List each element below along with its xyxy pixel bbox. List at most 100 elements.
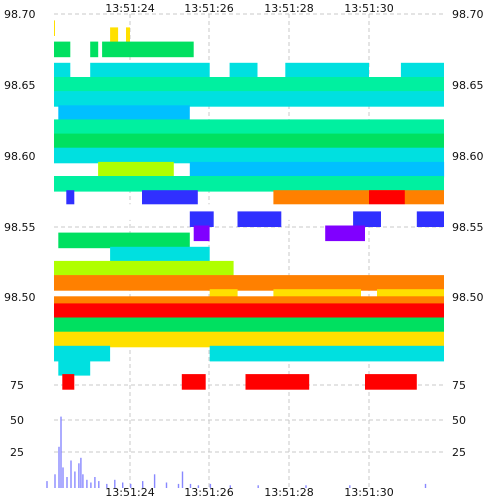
right-y-tick-4: 98.50 <box>452 291 484 304</box>
volume-bar-1 <box>54 474 56 488</box>
heatmap-cell-9-0 <box>54 147 444 164</box>
volume-bar-29 <box>305 485 307 488</box>
bottom-x-tick-1: 13:51:26 <box>184 486 233 499</box>
volume-bar-31 <box>424 483 427 488</box>
heatmap-cell-1-1 <box>126 27 130 43</box>
volume-bar-3 <box>60 416 62 488</box>
left-y-tick-labels: 98.70 98.65 98.60 98.55 98.50 <box>4 8 36 304</box>
heatmap-cell-10-0 <box>98 161 174 178</box>
heatmap-cell-3-0 <box>54 62 71 79</box>
heatmap-cell-30-3 <box>365 374 417 390</box>
heatmap-cell-27-0 <box>54 331 444 348</box>
heatmap-cell-30-1 <box>181 374 206 390</box>
left-y-tick-2: 98.60 <box>4 150 36 163</box>
heatmap-cell-21-0 <box>54 260 234 277</box>
volume-left-tick-1: 50 <box>10 414 24 427</box>
heatmap-cell-17-2 <box>353 211 381 227</box>
heatmap-cell-7-0 <box>54 119 444 135</box>
volume-bar-0 <box>46 481 48 488</box>
top-x-tick-labels: 13:51:24 13:51:26 13:51:28 13:51:30 <box>105 2 393 15</box>
heatmap-cell-3-1 <box>90 62 210 79</box>
heatmap-cell-30-0 <box>62 374 75 390</box>
right-y-tick-3: 98.55 <box>452 221 484 234</box>
heatmap-cell-3-4 <box>400 62 444 79</box>
heatmap-cell-26-0 <box>54 317 444 334</box>
heatmap-cell-8-0 <box>54 133 444 150</box>
heatmap-cell-12-0 <box>54 176 444 192</box>
volume-bar-28 <box>257 485 259 488</box>
volume-bar-6 <box>70 460 72 488</box>
heatmap-cell-6-0 <box>58 105 190 121</box>
right-y-tick-labels: 98.70 98.65 98.60 98.55 98.50 <box>452 8 484 304</box>
volume-bar-25 <box>197 485 200 488</box>
volume-bar-7 <box>74 471 76 488</box>
heatmap-cell-14-0 <box>273 190 444 206</box>
top-x-tick-2: 13:51:28 <box>264 2 313 15</box>
heatmap-cell-4-0 <box>54 77 444 93</box>
volume-bar-4 <box>62 467 64 488</box>
volume-bar-12 <box>90 482 92 488</box>
heatmap-cell-13-0 <box>66 190 75 206</box>
left-y-tick-3: 98.55 <box>4 221 36 234</box>
volume-bar-2 <box>58 446 60 488</box>
bottom-x-tick-labels: 13:51:24 13:51:26 13:51:28 13:51:30 <box>105 486 393 499</box>
volume-right-tick-0: 75 <box>452 379 466 392</box>
volume-bar-5 <box>66 477 68 488</box>
right-y-tick-0: 98.70 <box>452 8 484 21</box>
volume-bar-14 <box>98 481 100 488</box>
top-x-tick-0: 13:51:24 <box>105 2 154 15</box>
heatmap-cell-30-2 <box>245 374 310 390</box>
top-x-tick-3: 13:51:30 <box>344 2 393 15</box>
heatmap-cell-11-0 <box>189 161 445 178</box>
volume-bar-22 <box>177 483 180 488</box>
heatmap-cell-18-0 <box>193 225 210 242</box>
heatmap-cell-1-0 <box>110 27 119 43</box>
bottom-x-tick-2: 13:51:28 <box>264 486 313 499</box>
volume-bar-13 <box>94 477 96 488</box>
heatmap-cell-29-0 <box>58 360 91 376</box>
volume-bar-18 <box>130 483 132 488</box>
volume-bar-30 <box>349 485 351 488</box>
volume-bar-20 <box>153 474 156 488</box>
volume-bar-21 <box>165 482 168 488</box>
heatmap-cells <box>54 20 445 390</box>
volume-right-tick-2: 25 <box>452 446 466 459</box>
volume-bar-15 <box>106 483 108 488</box>
heatmap-cell-28-1 <box>209 345 444 362</box>
heatmap-cell-17-3 <box>416 211 444 227</box>
heatmap-cell-2-2 <box>102 41 194 58</box>
volume-bar-16 <box>114 479 116 488</box>
volume-bar-9 <box>80 457 82 488</box>
heatmap-cell-28-0 <box>54 345 111 362</box>
heatmap-cell-3-2 <box>229 62 258 79</box>
heatmap-cell-3-3 <box>285 62 369 79</box>
bottom-x-tick-0: 13:51:24 <box>105 486 154 499</box>
heatmap-cell-17-1 <box>237 211 282 227</box>
heatmap-cell-5-0 <box>54 91 444 107</box>
heatmap-cell-17-0 <box>189 211 214 227</box>
heatmap-cell-15-0 <box>369 190 405 206</box>
volume-bar-8 <box>78 463 80 488</box>
volume-bar-19 <box>142 481 144 488</box>
volume-bars <box>46 416 427 488</box>
volume-bar-27 <box>229 485 231 488</box>
volume-bar-26 <box>209 483 212 488</box>
volume-bar-24 <box>189 483 192 488</box>
top-x-tick-1: 13:51:26 <box>184 2 233 15</box>
volume-left-tick-0: 75 <box>10 379 24 392</box>
heatmap-cell-19-0 <box>58 232 190 249</box>
volume-bar-17 <box>122 482 124 488</box>
volume-right-tick-labels: 75 50 25 <box>452 379 466 459</box>
heatmap-cell-2-1 <box>90 41 99 58</box>
left-y-tick-4: 98.50 <box>4 291 36 304</box>
volume-bar-10 <box>82 474 84 488</box>
left-y-tick-0: 98.70 <box>4 8 36 21</box>
heatmap-cell-20-0 <box>110 246 210 263</box>
volume-bar-23 <box>181 471 184 488</box>
right-y-tick-2: 98.60 <box>452 150 484 163</box>
left-y-tick-1: 98.65 <box>4 79 36 92</box>
volume-bar-11 <box>86 479 88 488</box>
heatmap-cell-2-0 <box>54 41 71 58</box>
volume-left-tick-2: 25 <box>10 446 24 459</box>
